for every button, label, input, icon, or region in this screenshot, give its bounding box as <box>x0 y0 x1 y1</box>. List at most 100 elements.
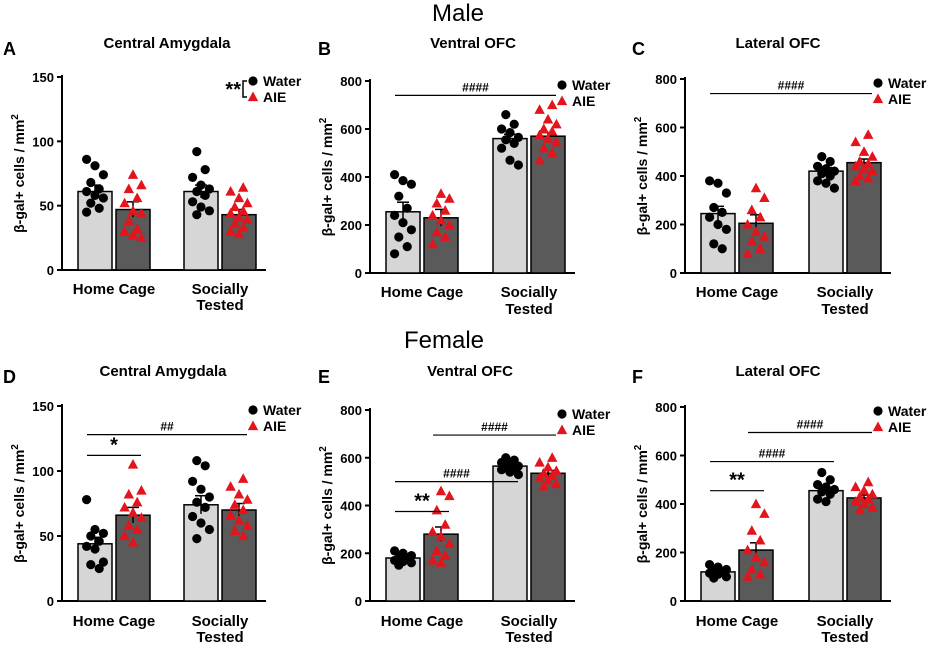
y-axis-label: β-gal+ cells / mm2 <box>633 444 650 563</box>
data-point-aie <box>237 504 249 515</box>
data-point-aie <box>136 179 147 190</box>
y-tick-label: 800 <box>655 72 677 87</box>
data-point-aie <box>136 232 147 242</box>
panel-A: A Central Amygdala β-gal+ cells / mm2 0 50 10… <box>3 35 302 314</box>
legend-label-water: Water <box>263 402 302 418</box>
category-label-tested: Tested <box>196 297 243 314</box>
data-point-water <box>192 497 202 507</box>
bar-water <box>808 489 844 602</box>
data-point-water <box>188 476 198 486</box>
y-tick-label: 150 <box>32 70 54 85</box>
data-point-water <box>86 531 96 541</box>
y-tick-label: 100 <box>32 464 54 479</box>
data-point-aie <box>867 488 878 499</box>
y-tick-label: 800 <box>655 400 677 415</box>
y-tick-label: 800 <box>340 403 362 418</box>
data-point-water <box>817 168 827 179</box>
y-tick-label: 200 <box>655 218 677 233</box>
data-point-water <box>813 480 823 490</box>
data-point-aie <box>229 499 241 509</box>
data-point-aie <box>119 530 130 541</box>
data-point-water <box>98 170 108 180</box>
data-point-aie <box>237 473 249 483</box>
data-point-aie <box>242 197 253 208</box>
data-point-water <box>497 143 507 153</box>
data-point-aie <box>754 568 766 579</box>
data-point-water <box>513 160 524 170</box>
data-point-aie <box>854 504 866 515</box>
data-point-water <box>204 206 214 216</box>
data-point-aie <box>534 154 545 165</box>
category-label-tested: Tested <box>821 301 868 318</box>
panel-title: Central Amygdala <box>100 363 228 380</box>
legend-marker-water <box>557 80 567 90</box>
category-label-home-cage: Home Cage <box>73 281 156 298</box>
data-point-water <box>406 558 416 568</box>
category-label-home-cage: Home Cage <box>381 613 464 630</box>
data-point-aie <box>750 226 762 236</box>
legend-marker-aie <box>872 421 884 432</box>
significance-label: ** <box>414 490 430 512</box>
data-point-water <box>505 467 515 477</box>
data-point-aie <box>237 530 249 541</box>
data-point-water <box>721 188 732 198</box>
legend-marker-water <box>873 78 883 88</box>
data-point-aie <box>754 534 766 545</box>
data-point-aie <box>225 509 236 520</box>
legend-label-aie: AIE <box>888 91 911 107</box>
data-point-water <box>709 573 719 583</box>
data-point-aie <box>444 219 455 230</box>
data-point-water <box>90 190 100 200</box>
data-point-aie <box>759 231 770 241</box>
bar-water <box>183 504 219 602</box>
significance-label: ** <box>729 470 745 492</box>
data-point-aie <box>439 550 451 560</box>
data-point-aie <box>746 204 758 215</box>
significance-label: * <box>110 434 118 456</box>
data-point-aie <box>546 147 558 158</box>
data-point-water <box>86 560 96 570</box>
data-point-aie <box>854 155 866 166</box>
data-point-aie <box>750 551 762 562</box>
legend-label-water: Water <box>888 403 927 419</box>
data-point-water <box>98 193 108 203</box>
data-point-water <box>82 154 92 164</box>
data-point-aie <box>431 545 443 555</box>
y-tick-label: 0 <box>670 266 677 281</box>
data-point-water <box>98 557 108 567</box>
data-point-water <box>813 176 823 186</box>
significance-label: #### <box>481 420 508 434</box>
data-point-water <box>713 178 723 188</box>
data-point-aie <box>759 192 770 202</box>
data-point-aie <box>551 118 562 129</box>
panel-letter: C <box>632 39 645 59</box>
data-point-water <box>204 524 214 535</box>
data-point-aie <box>867 151 878 161</box>
data-point-aie <box>237 205 249 215</box>
legend-label-aie: AIE <box>263 89 286 105</box>
data-point-water <box>192 186 202 197</box>
data-point-aie <box>742 571 753 581</box>
data-point-water <box>188 172 198 182</box>
data-point-aie <box>435 531 447 541</box>
panel-F: F Lateral OFC β-gal+ cells / mm2 0 200 400 600… <box>632 363 927 646</box>
section-title-female: Female <box>404 327 484 354</box>
y-tick-label: 600 <box>340 451 362 466</box>
panel-letter: F <box>632 367 643 387</box>
y-tick-label: 0 <box>670 594 677 609</box>
data-point-aie <box>551 465 562 476</box>
data-point-aie <box>746 525 758 535</box>
panel-C: C Lateral OFC β-gal+ cells / mm2 0 200 400 600… <box>632 35 927 318</box>
bar-aie <box>846 497 882 602</box>
data-point-water <box>497 465 507 475</box>
data-point-aie <box>136 512 147 522</box>
data-point-aie <box>854 170 866 181</box>
legend-marker-aie <box>556 424 568 435</box>
data-point-aie <box>427 554 438 565</box>
category-label-tested: Tested <box>821 629 868 646</box>
data-point-water <box>390 249 400 259</box>
data-point-water <box>505 155 515 165</box>
significance-label: #### <box>462 80 489 94</box>
significance-label: #### <box>443 467 470 481</box>
